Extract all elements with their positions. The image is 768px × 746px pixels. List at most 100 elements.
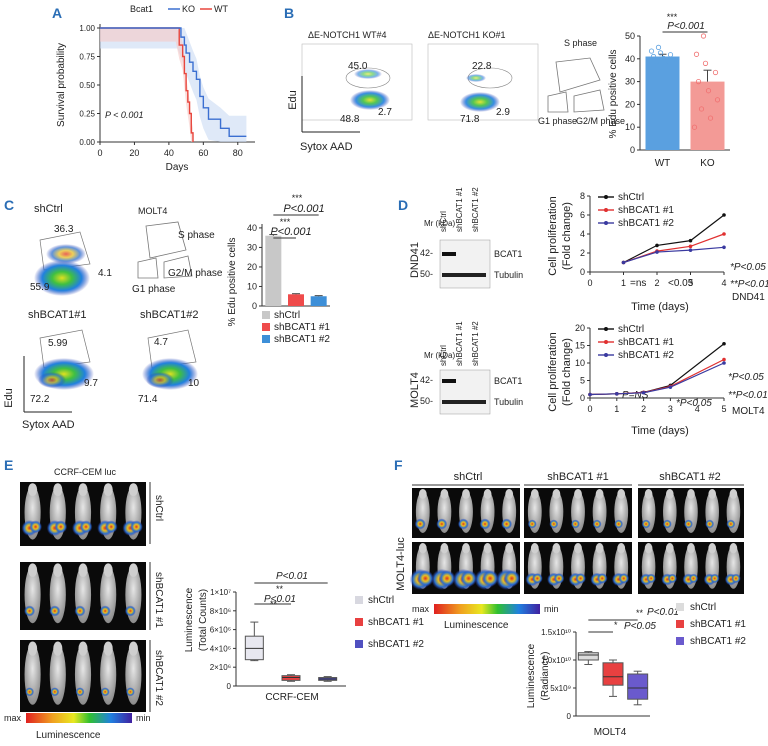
y-tick-label: 30 <box>247 242 257 252</box>
mouse-head <box>687 543 695 554</box>
luminescence-spot <box>618 573 630 584</box>
luminescence-spot <box>709 573 720 584</box>
scale-max: max <box>4 713 22 723</box>
data-point <box>700 33 707 39</box>
mouse-head <box>462 489 470 499</box>
mouse-head <box>128 641 138 656</box>
y-tick-label: 0.25 <box>79 110 95 119</box>
cell-line-label: DND41 <box>732 292 765 303</box>
lane-label: shCtrl <box>439 345 448 366</box>
sig-stars: *** <box>667 12 678 22</box>
scale-label: Luminescence <box>36 730 101 741</box>
luminescence-spot <box>54 520 68 534</box>
band-label: Tubulin <box>494 397 523 407</box>
luminescence-spot <box>100 687 110 697</box>
sig-stars: ** <box>636 608 644 618</box>
flow-density <box>466 74 486 82</box>
data-point <box>668 385 673 389</box>
legend-label: shCtrl <box>274 310 300 321</box>
y-tick-label: 0.00 <box>79 138 95 147</box>
flow-density <box>38 372 66 388</box>
luminescence-spot <box>614 519 624 529</box>
g1-value: 48.8 <box>340 114 360 125</box>
mouse-head <box>574 543 582 554</box>
legend-title: Bcat1 <box>130 4 153 14</box>
x-tick-label: KO <box>700 158 715 169</box>
x-tick-label: 4 <box>695 404 700 414</box>
y-tick-label: 1.0x10¹⁰ <box>541 656 571 665</box>
data-point <box>655 243 659 248</box>
x-tick-label: 1 <box>621 278 626 288</box>
blot-band <box>442 379 456 383</box>
legend-swatch <box>355 618 363 626</box>
mouse-head <box>78 563 88 577</box>
g1-value: 72.2 <box>30 394 50 405</box>
luminescence-box-e: Luminescence (Total Counts) CCRF-CEM P<0… <box>184 571 346 703</box>
data-point <box>655 250 659 254</box>
data-point <box>641 390 646 395</box>
group-label: shCtrl <box>153 495 164 521</box>
y-axis-label: Luminescence <box>526 643 537 708</box>
marker-42: 42- <box>420 248 433 258</box>
x-axis-label: CCRF-CEM <box>265 692 318 703</box>
y-tick-label: 6×10⁶ <box>210 626 231 635</box>
scale-min: min <box>136 713 151 723</box>
data-point <box>615 392 619 396</box>
x-tick-label: 3 <box>688 278 693 288</box>
y-tick-label: 1.00 <box>79 24 95 33</box>
data-point <box>657 50 664 56</box>
mouse-head <box>530 543 539 554</box>
western-blot-dnd41: DND41 Mr (kDa) shCtrl shBCAT1 #1 shBCAT1… <box>409 187 523 289</box>
data-point <box>705 88 712 94</box>
luminescence-spot <box>438 570 456 587</box>
mouse-head <box>665 489 674 499</box>
panel-e-title: CCRF-CEM luc <box>54 467 116 477</box>
panel-label-e: E <box>4 457 13 473</box>
legend-marker <box>604 353 608 357</box>
mouse-head <box>418 489 427 499</box>
luminescence-spot <box>596 573 608 584</box>
y-tick-label: 50 <box>625 31 635 41</box>
x-axis-label: MOLT4 <box>594 727 627 738</box>
mouse-head <box>708 489 717 499</box>
data-point <box>662 61 669 67</box>
mr-label: Mr (kDa) <box>424 219 455 228</box>
x-tick-label: 20 <box>129 148 139 158</box>
survival-chart: Survival probability Days Bcat1 KO WT P … <box>56 4 255 173</box>
legend-label: shCtrl <box>618 324 644 335</box>
marker-50: 50- <box>420 269 433 279</box>
legend-label: shBCAT1 #2 <box>618 350 674 361</box>
luminescence-spot <box>104 520 118 534</box>
sig-stars: ** <box>276 584 284 594</box>
legend-label: shCtrl <box>618 192 644 203</box>
mouse-head <box>53 641 63 656</box>
data-point <box>688 238 693 243</box>
data-point <box>698 106 705 112</box>
y-tick-label: 40 <box>247 223 257 233</box>
data-point <box>646 63 653 69</box>
mouse-head <box>505 489 514 499</box>
flow-plot-shctrl: shCtrl 36.3 4.1 55.9 <box>30 203 112 296</box>
marker-50: 50- <box>420 396 433 406</box>
group-label: shBCAT1 #2 <box>153 650 164 706</box>
bar-0 <box>265 235 282 306</box>
data-point <box>588 392 592 397</box>
ns-label: =ns <box>630 278 646 289</box>
scale-max: max <box>412 604 430 614</box>
y-tick-label: 5 <box>580 376 585 386</box>
data-point <box>693 51 700 57</box>
y-tick-label: 6 <box>580 210 585 220</box>
x-tick-label: WT <box>655 158 671 169</box>
marker-42: 42- <box>420 375 433 385</box>
data-point <box>722 357 726 362</box>
y-axis-label: Survival probability <box>56 43 67 127</box>
luminescence-spot <box>416 570 434 587</box>
cell-line-label: MOLT4 <box>409 372 421 408</box>
mouse-head <box>595 489 604 499</box>
blot-band <box>442 252 456 256</box>
luminescence-spot <box>531 573 543 584</box>
luminescence-spot <box>49 605 61 617</box>
group-label: shCtrl <box>454 471 483 483</box>
legend-label: shBCAT1 #2 <box>690 636 746 647</box>
legend-label: shBCAT1 #2 <box>274 334 330 345</box>
